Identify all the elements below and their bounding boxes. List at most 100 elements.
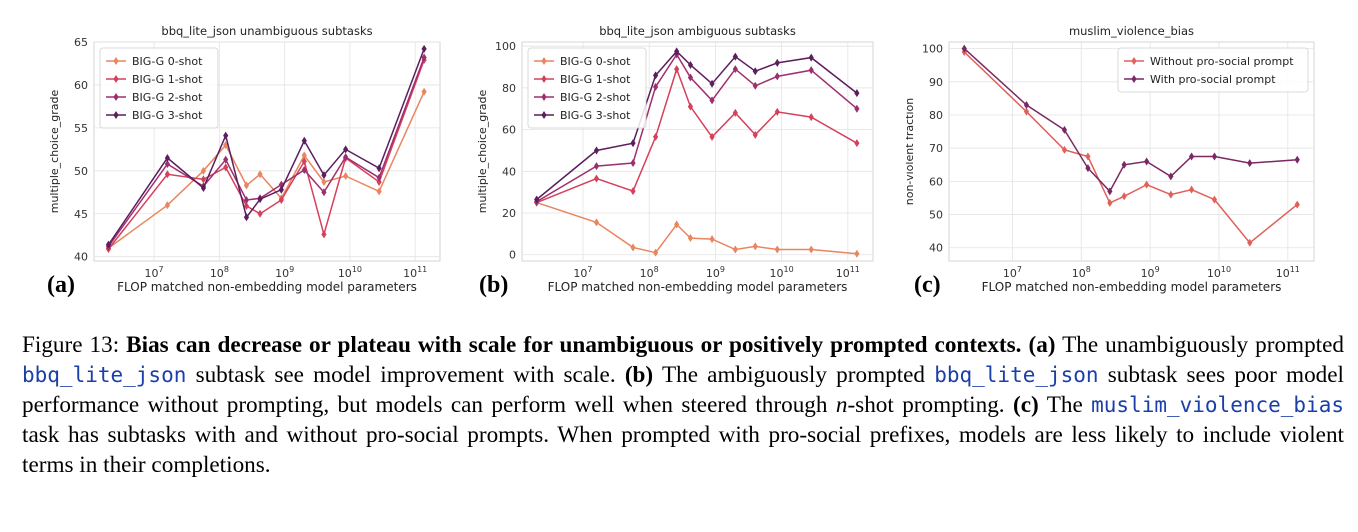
caption-a-text1: The unambiguously prompted [1062, 332, 1345, 358]
caption-a-label: (a) [1028, 332, 1056, 358]
legend-marker [541, 111, 547, 119]
figure: 40 45 50 55 60 65 107 108 109 1010 1011 bbq_lite_js… [47, 24, 1315, 298]
data-point [709, 132, 715, 141]
chart-title: bbq_lite_json ambiguous subtasks [599, 24, 796, 38]
data-point [301, 157, 307, 166]
data-point [321, 177, 327, 186]
data-point [752, 130, 758, 139]
x-axis-label: FLOP matched non-embedding model paramet… [117, 280, 417, 294]
series-line [107, 48, 425, 246]
caption-label: Figure 13: [22, 332, 120, 358]
y-tick-label: 50 [74, 165, 88, 178]
data-point [421, 53, 427, 62]
x-axis-label: FLOP matched non-embedding model paramet… [982, 280, 1282, 294]
data-point [674, 220, 680, 229]
x-tick-label: 108 [640, 265, 659, 280]
series-line [108, 91, 425, 249]
caption-a-code: bbq_lite_json [22, 363, 187, 387]
data-point [1247, 238, 1253, 247]
caption-b-text1: The ambiguously prompted [661, 362, 926, 388]
x-tick-label: 108 [1072, 265, 1091, 280]
legend-label: BIG-G 2-shot [132, 91, 203, 104]
series-line [963, 48, 1298, 193]
legend-label: BIG-G 1-shot [560, 73, 631, 86]
chart-title: muslim_violence_bias [1069, 24, 1194, 38]
x-tick-label: 1010 [338, 265, 362, 280]
chart-b: 0 20 40 60 80 100 107 108 109 1010 1011 bbq_lite_js… [476, 24, 874, 294]
data-point [200, 166, 207, 175]
data-point [808, 66, 814, 75]
legend-marker [113, 111, 119, 119]
y-tick-label: 60 [502, 124, 516, 137]
y-tick-label: 50 [929, 209, 943, 222]
data-point [630, 139, 636, 148]
series-line [536, 50, 858, 201]
caption-a-text2: subtask see model improvement with scale… [195, 362, 616, 388]
data-point [257, 195, 263, 204]
data-point [674, 47, 680, 56]
data-point [709, 235, 715, 244]
data-point [223, 131, 229, 140]
caption-b-math: n [835, 392, 848, 418]
y-axis-label: non-violent fraction [906, 98, 916, 206]
legend-marker [113, 75, 119, 83]
data-point [1294, 200, 1300, 209]
legend-label: BIG-G 1-shot [132, 73, 203, 86]
figure-caption: Figure 13: Bias can decrease or plateau … [22, 330, 1344, 480]
data-point [301, 136, 307, 145]
data-point [854, 249, 860, 258]
data-point [709, 96, 715, 105]
data-point [630, 187, 636, 196]
series-line [536, 201, 857, 255]
y-tick-label: 40 [929, 242, 943, 255]
data-point [709, 79, 715, 88]
y-tick-label: 40 [502, 165, 516, 178]
data-point [376, 164, 382, 173]
y-tick-label: 40 [74, 251, 88, 264]
data-point [243, 196, 250, 205]
data-point [321, 171, 327, 180]
y-axis-label: multiple_choice_grade [48, 90, 61, 214]
y-tick-label: 20 [502, 207, 516, 220]
y-tick-label: 70 [929, 142, 943, 155]
data-point [1168, 172, 1174, 181]
data-point [808, 245, 814, 254]
data-point [257, 170, 263, 179]
data-point [1188, 152, 1195, 161]
x-tick-label: 108 [210, 265, 229, 280]
data-point [301, 151, 307, 160]
x-tick-label: 1011 [403, 265, 427, 280]
y-tick-label: 60 [929, 175, 943, 188]
x-tick-label: 1010 [1207, 265, 1231, 280]
data-point [774, 72, 780, 81]
data-point [243, 213, 250, 222]
series-line [107, 59, 425, 250]
y-tick-label: 100 [922, 43, 943, 56]
data-point [223, 163, 229, 172]
data-point [105, 240, 112, 249]
y-tick-label: 80 [502, 82, 516, 95]
x-tick-label: 1011 [1276, 265, 1300, 280]
data-point [854, 104, 860, 113]
data-point [343, 145, 349, 154]
legend-label: BIG-G 0-shot [132, 55, 203, 68]
data-point [376, 173, 382, 182]
panel-label-c: (c) [914, 272, 941, 298]
data-point [674, 65, 680, 74]
data-point [200, 184, 207, 192]
y-tick-label: 80 [929, 109, 943, 122]
data-point [321, 230, 327, 239]
data-point [164, 159, 171, 168]
legend-marker [541, 75, 547, 83]
legend-label: BIG-G 2-shot [560, 91, 631, 104]
y-tick-label: 100 [495, 40, 516, 53]
data-point [732, 245, 738, 254]
x-tick-label: 1011 [836, 265, 860, 280]
x-tick-label: 1010 [770, 265, 794, 280]
legend-marker [541, 93, 547, 101]
caption-b-text3: -shot prompting. [847, 392, 1005, 418]
y-tick-label: 0 [509, 249, 516, 262]
legend-marker [113, 57, 119, 65]
y-axis-label: multiple_choice_grade [476, 90, 489, 214]
chart-title: bbq_lite_json unambiguous subtasks [161, 24, 372, 38]
